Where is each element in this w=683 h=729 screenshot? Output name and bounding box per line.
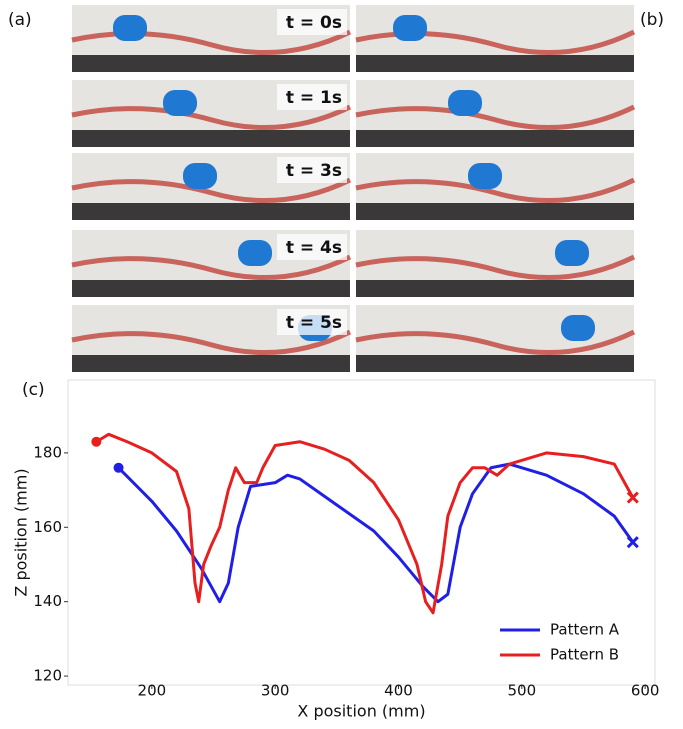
legend-label: Pattern A	[550, 621, 620, 639]
end-marker	[626, 536, 639, 549]
series-line	[95, 432, 635, 615]
plot-frame	[67, 379, 656, 686]
x-tick-label: 500	[507, 682, 536, 700]
x-tick-label: 200	[138, 682, 167, 700]
x-tick-label: 300	[261, 682, 290, 700]
time-label: t = 5s	[286, 313, 342, 333]
y-tick-label: 140	[33, 592, 62, 610]
label-bg	[277, 9, 347, 35]
start-marker	[113, 462, 124, 473]
time-label: t = 1s	[286, 88, 342, 108]
x-tick-label: 600	[631, 682, 660, 700]
x-tick-label: 400	[384, 682, 413, 700]
start-marker	[91, 436, 102, 447]
cylinder	[448, 90, 482, 116]
photo-base	[72, 203, 350, 220]
sheet	[71, 329, 352, 356]
sheet	[355, 254, 636, 281]
label-bg	[277, 309, 347, 335]
photo-base	[356, 130, 634, 147]
label-bg	[277, 84, 347, 110]
sheet	[71, 104, 352, 131]
photo-base	[356, 280, 634, 297]
y-axis-label: Z position (mm)	[12, 468, 31, 596]
cylinder	[183, 163, 217, 189]
photo-base	[356, 203, 634, 220]
cylinder	[113, 15, 147, 41]
photo-base	[72, 55, 350, 72]
cylinder	[555, 240, 589, 266]
photo-base	[356, 355, 634, 372]
photo-base	[72, 280, 350, 297]
cylinder	[393, 15, 427, 41]
y-tick-label: 160	[33, 518, 62, 536]
photo-base	[356, 55, 634, 72]
cylinder	[238, 240, 272, 266]
label-bg	[277, 157, 347, 183]
time-label: t = 4s	[286, 238, 342, 258]
time-label: t = 0s	[286, 13, 342, 33]
x-axis-label: X position (mm)	[297, 702, 425, 721]
panel-label: (a)	[8, 10, 32, 30]
photo-base	[72, 130, 350, 147]
sheet	[71, 254, 352, 281]
panel-label: (c)	[22, 380, 45, 400]
y-tick-label: 180	[33, 443, 62, 461]
sheet	[355, 329, 636, 356]
y-tick-label: 120	[33, 667, 62, 685]
end-marker	[626, 491, 639, 504]
panel-label: (b)	[640, 10, 664, 30]
cylinder	[163, 90, 197, 116]
cylinder	[468, 163, 502, 189]
sheet	[71, 177, 352, 204]
sheet	[355, 104, 636, 131]
label-bg	[277, 234, 347, 260]
legend-label: Pattern B	[550, 646, 619, 664]
sheet	[355, 177, 636, 204]
cylinder	[561, 315, 595, 341]
photo-base	[72, 355, 350, 372]
time-label: t = 3s	[286, 161, 342, 181]
